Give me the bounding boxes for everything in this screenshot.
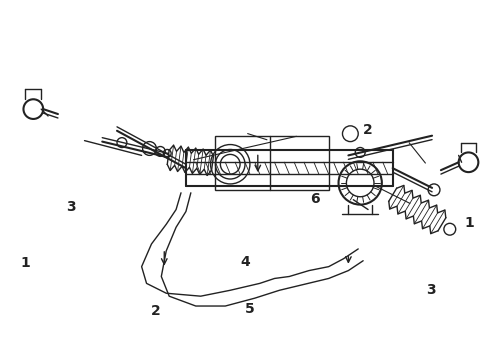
Text: 2: 2	[151, 304, 161, 318]
Text: 4: 4	[240, 255, 250, 269]
Text: 1: 1	[465, 216, 474, 230]
Text: 1: 1	[21, 256, 30, 270]
Text: 3: 3	[67, 199, 76, 213]
Text: 3: 3	[426, 283, 436, 297]
Text: 2: 2	[363, 123, 373, 138]
Text: 6: 6	[310, 193, 320, 207]
Bar	[216, 136, 329, 190]
Text: 5: 5	[245, 302, 255, 316]
